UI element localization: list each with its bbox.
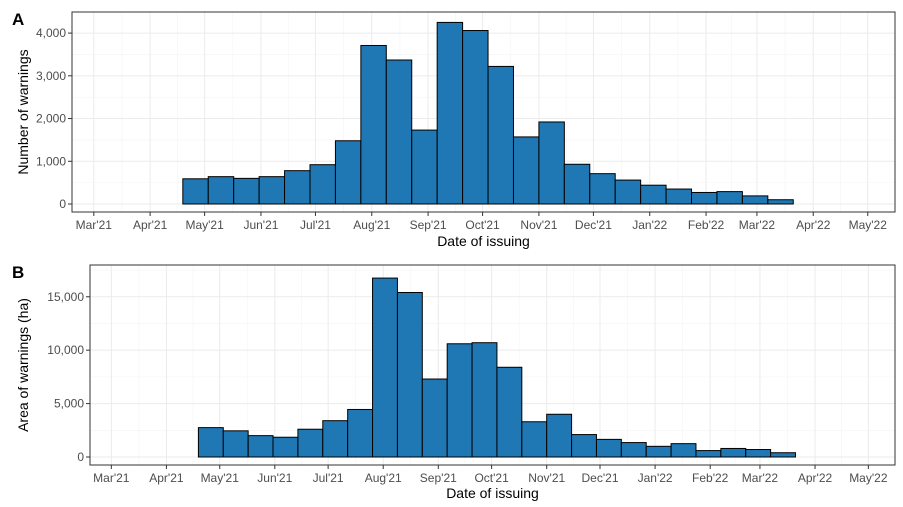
bar — [571, 434, 597, 458]
bar — [284, 170, 311, 205]
x-tick-label: Apr'21 — [149, 471, 184, 485]
x-tick-label: Dec'21 — [582, 471, 619, 485]
panel-tag: A — [12, 10, 24, 29]
bar — [563, 163, 591, 205]
bar — [436, 21, 464, 205]
bar — [741, 195, 769, 205]
x-tick-label: Aug'21 — [365, 471, 402, 485]
bar — [360, 44, 387, 205]
x-tick-label: Mar'22 — [739, 218, 776, 232]
panel-tag: B — [12, 263, 24, 282]
bar — [309, 164, 336, 205]
y-tick-label: 0 — [59, 197, 66, 211]
bar — [197, 427, 224, 458]
bar — [471, 342, 498, 458]
x-tick-label: Nov'21 — [520, 218, 557, 232]
bar — [372, 277, 398, 458]
x-tick-label: Apr'21 — [133, 218, 168, 232]
x-axis-title: Date of issuing — [446, 485, 539, 501]
bar — [767, 199, 794, 205]
bar — [411, 129, 438, 205]
x-tick-label: Mar'21 — [76, 218, 113, 232]
bar — [322, 420, 349, 458]
bar — [462, 30, 489, 205]
bar — [258, 176, 286, 205]
x-tick-label: Dec'21 — [575, 218, 612, 232]
bar — [665, 188, 693, 205]
y-tick-label: 5,000 — [54, 397, 84, 411]
x-tick-label: Jul'21 — [313, 471, 344, 485]
x-axis-title: Date of issuing — [437, 233, 530, 249]
panel-a-number-of-warnings: 0 1,000 2,000 3,000 4,000 Mar'21 Apr'21 May'21 J… — [12, 10, 896, 249]
bar — [272, 436, 299, 458]
bar — [640, 184, 667, 205]
x-tick-label: Jun'21 — [243, 218, 278, 232]
x-tick-label: Jun'21 — [257, 471, 292, 485]
bar — [334, 140, 362, 205]
x-tick-label: Mar'22 — [742, 471, 779, 485]
bar — [695, 450, 722, 458]
bar — [347, 408, 374, 458]
bar — [620, 442, 647, 458]
bar — [745, 449, 772, 458]
bar — [182, 178, 209, 205]
bar — [546, 413, 573, 458]
bar — [770, 452, 796, 458]
x-tick-label: Apr'22 — [796, 218, 831, 232]
x-tick-label: Aug'21 — [353, 218, 390, 232]
x-tick-label: Oct'21 — [474, 471, 509, 485]
bar — [396, 292, 423, 458]
bar — [385, 59, 413, 205]
x-tick-label: May'22 — [849, 218, 888, 232]
bar — [595, 438, 622, 458]
x-tick-label: Sep'21 — [420, 471, 457, 485]
bar — [233, 177, 260, 205]
y-tick-label: 2,000 — [36, 112, 66, 126]
bar — [297, 428, 324, 458]
bar — [614, 179, 642, 205]
x-tick-label: Jul'21 — [300, 218, 331, 232]
bar — [521, 421, 548, 458]
y-tick-label: 1,000 — [36, 154, 66, 168]
bar — [589, 173, 616, 205]
bar — [496, 366, 523, 458]
bar — [720, 447, 747, 458]
x-tick-label: Oct'21 — [465, 218, 500, 232]
bar — [645, 445, 672, 458]
bar — [538, 121, 565, 205]
y-tick-label: 4,000 — [36, 26, 66, 40]
panel-border — [71, 11, 896, 213]
bar — [716, 191, 743, 205]
bar — [691, 191, 718, 205]
x-tick-label: May'21 — [201, 471, 240, 485]
x-tick-label: May'21 — [185, 218, 224, 232]
y-tick-label: 3,000 — [36, 69, 66, 83]
bar — [207, 176, 235, 205]
x-tick-label: Mar'21 — [93, 471, 130, 485]
y-axis-title: Area of warnings (ha) — [15, 298, 31, 432]
bar — [446, 343, 473, 458]
bar — [487, 65, 514, 205]
y-tick-label: 0 — [77, 450, 84, 464]
y-tick-label: 15,000 — [47, 290, 84, 304]
x-tick-label: Jan'22 — [632, 218, 667, 232]
x-tick-label: Sep'21 — [410, 218, 447, 232]
y-tick-label: 10,000 — [47, 343, 84, 357]
y-axis-title: Number of warnings — [15, 49, 31, 174]
bar — [421, 378, 448, 458]
panel-b-area-of-warnings: 0 5,000 10,000 15,000 Mar'21 Apr'21 May'21 Jun'… — [12, 263, 896, 501]
bar — [222, 430, 249, 458]
bar — [512, 136, 540, 205]
x-tick-label: Apr'22 — [798, 471, 833, 485]
bar — [247, 435, 274, 458]
x-tick-label: May'22 — [849, 471, 888, 485]
x-tick-label: Nov'21 — [528, 471, 565, 485]
x-tick-label: Feb'22 — [692, 471, 729, 485]
panel-border — [89, 264, 896, 466]
bar — [670, 443, 697, 458]
x-tick-label: Feb'22 — [688, 218, 725, 232]
x-tick-label: Jan'22 — [638, 471, 673, 485]
